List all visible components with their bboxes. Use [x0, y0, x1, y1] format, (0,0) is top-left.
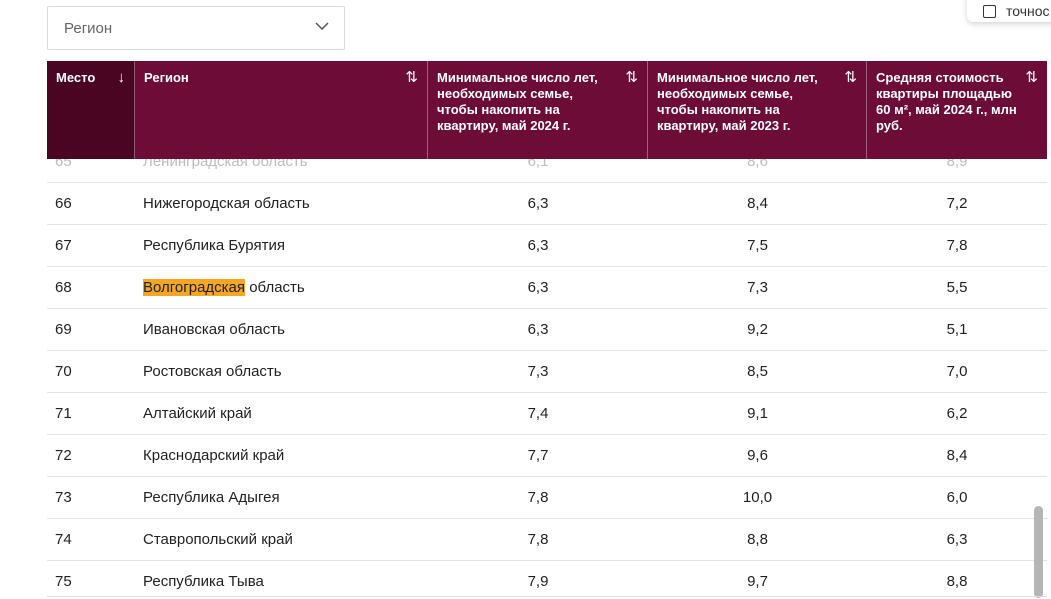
header-years-2023[interactable]: Минимальное число лет, необходимых семье… — [648, 61, 867, 159]
table-row: 70 Ростовская область 7,3 8,5 7,0 — [47, 351, 1047, 393]
cell-price: 7,2 — [946, 195, 968, 212]
cell-years-2023: 9,7 — [747, 573, 768, 590]
divider — [47, 596, 1047, 597]
cell-price: 6,3 — [946, 531, 968, 548]
cell-years-2023: 8,5 — [747, 363, 768, 380]
cell-price: 8,8 — [946, 573, 968, 590]
cell-years-2024: 7,7 — [527, 447, 549, 464]
rating-table: Место ↓ Регион ⇅ Минимальное число лет, … — [47, 61, 1047, 599]
cell-region: Алтайский край — [143, 405, 252, 422]
cell-years-2023: 7,3 — [747, 279, 768, 296]
table-row: 68 Волгоградская область 6,3 7,3 5,5 — [47, 267, 1047, 309]
cell-years-2024: 7,8 — [527, 489, 549, 506]
cell-place: 74 — [55, 531, 72, 548]
cell-place: 70 — [55, 363, 72, 380]
cell-price: 5,1 — [946, 321, 968, 338]
table-row: 74 Ставропольский край 7,8 8,8 6,3 — [47, 519, 1047, 561]
cell-years-2024: 7,8 — [527, 531, 549, 548]
cell-years-2024: 7,9 — [527, 573, 549, 590]
header-label: Средняя стоимость квартиры площадью 60 м… — [876, 70, 1017, 133]
table-row: 65 Ленинградская область 6,1 8,6 8,9 — [47, 159, 1047, 183]
cell-place: 68 — [55, 279, 72, 296]
cell-years-2024: 6,3 — [527, 195, 549, 212]
cell-price: 6,2 — [946, 405, 968, 422]
table-row: 66 Нижегородская область 6,3 8,4 7,2 — [47, 183, 1047, 225]
sort-icon[interactable]: ⇅ — [1025, 69, 1038, 86]
header-place[interactable]: Место ↓ — [47, 61, 135, 159]
header-label: Минимальное число лет, необходимых семье… — [437, 70, 598, 133]
cell-price: 7,0 — [946, 363, 968, 380]
table-row: 75 Республика Тыва 7,9 9,7 8,8 — [47, 561, 1047, 599]
cell-years-2023: 9,1 — [747, 405, 768, 422]
cell-years-2023: 9,2 — [747, 321, 768, 338]
cell-price: 6,0 — [946, 489, 968, 506]
cell-years-2023: 9,6 — [747, 447, 768, 464]
cell-years-2023: 8,4 — [747, 195, 768, 212]
cell-region: Республика Тыва — [143, 573, 264, 590]
cell-region: Ростовская область — [143, 363, 282, 380]
table-header: Место ↓ Регион ⇅ Минимальное число лет, … — [47, 61, 1047, 159]
cell-years-2023: 10,0 — [742, 489, 773, 506]
table-row: 69 Ивановская область 6,3 9,2 5,1 — [47, 309, 1047, 351]
header-label: Регион — [144, 70, 189, 85]
header-years-2024[interactable]: Минимальное число лет, необходимых семье… — [428, 61, 648, 159]
cell-years-2023: 7,5 — [747, 237, 768, 254]
cell-place: 72 — [55, 447, 72, 464]
cell-price: 7,8 — [946, 237, 968, 254]
table-body: 65 Ленинградская область 6,1 8,6 8,9 66 … — [47, 159, 1047, 599]
chevron-down-icon — [314, 18, 330, 39]
cell-region: Ставропольский край — [143, 531, 293, 548]
search-highlight: Волгоградская — [143, 279, 246, 296]
cell-place: 65 — [55, 159, 72, 170]
header-label: Место — [56, 70, 96, 85]
cell-years-2024: 6,3 — [527, 279, 549, 296]
cell-place: 75 — [55, 573, 72, 590]
header-label: Минимальное число лет, необходимых семье… — [657, 70, 818, 133]
region-select-placeholder: Регион — [64, 19, 113, 37]
cell-years-2023: 8,8 — [747, 531, 768, 548]
header-region[interactable]: Регион ⇅ — [135, 61, 428, 159]
cell-region: Краснодарский край — [143, 447, 285, 464]
cell-region: Нижегородская область — [143, 195, 310, 212]
cell-region: Волгоградская область — [135, 279, 428, 296]
cell-years-2024: 7,4 — [527, 405, 549, 422]
cell-price: 8,9 — [946, 159, 968, 170]
region-select[interactable]: Регион — [47, 6, 345, 50]
cell-years-2023: 8,6 — [747, 159, 768, 170]
cell-price: 5,5 — [946, 279, 968, 296]
cell-place: 66 — [55, 195, 72, 212]
cell-place: 69 — [55, 321, 72, 338]
options-popup: точнос — [967, 0, 1051, 22]
cell-years-2024: 6,1 — [527, 159, 549, 170]
cell-years-2024: 7,3 — [527, 363, 549, 380]
cell-region: Ленинградская область — [143, 159, 308, 170]
table-row: 67 Республика Бурятия 6,3 7,5 7,8 — [47, 225, 1047, 267]
sort-icon[interactable]: ⇅ — [625, 69, 638, 86]
table-row: 72 Краснодарский край 7,7 9,6 8,4 — [47, 435, 1047, 477]
cell-place: 67 — [55, 237, 72, 254]
scrollbar-thumb[interactable] — [1034, 506, 1043, 598]
cell-price: 8,4 — [946, 447, 968, 464]
cell-place: 73 — [55, 489, 72, 506]
checkbox[interactable] — [983, 4, 996, 18]
cell-region: Республика Бурятия — [143, 237, 285, 254]
cell-years-2024: 6,3 — [527, 321, 549, 338]
sort-icon[interactable]: ⇅ — [844, 69, 857, 86]
header-price[interactable]: Средняя стоимость квартиры площадью 60 м… — [867, 61, 1047, 159]
cell-place: 71 — [55, 405, 72, 422]
cell-region: Ивановская область — [143, 321, 285, 338]
cell-region-rest: область — [245, 279, 305, 296]
sort-down-icon[interactable]: ↓ — [117, 69, 126, 86]
cell-years-2024: 6,3 — [527, 237, 549, 254]
sort-icon[interactable]: ⇅ — [405, 69, 418, 86]
scrollbar[interactable] — [1031, 500, 1045, 598]
cell-region: Республика Адыгея — [143, 489, 280, 506]
table-row: 71 Алтайский край 7,4 9,1 6,2 — [47, 393, 1047, 435]
table-row: 73 Республика Адыгея 7,8 10,0 6,0 — [47, 477, 1047, 519]
checkbox-label: точнос — [1006, 3, 1050, 19]
